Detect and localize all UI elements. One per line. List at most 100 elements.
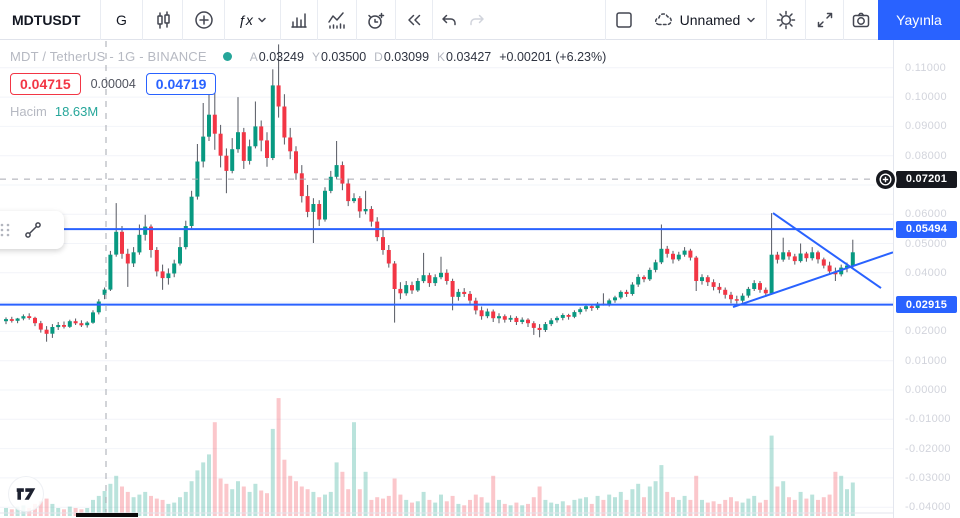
zigzag-chart-icon <box>328 12 345 29</box>
bar-chart-icon <box>291 13 307 28</box>
volume-bar <box>363 471 368 516</box>
candle-body <box>294 151 298 174</box>
volume-bar <box>450 495 455 516</box>
candle-body <box>775 254 780 260</box>
candle-body <box>740 295 745 301</box>
candle-body <box>415 281 420 291</box>
candle-body <box>172 263 177 274</box>
volume-bar <box>131 497 136 516</box>
publish-button[interactable]: Yayınla <box>878 0 960 40</box>
indicators-button[interactable]: ƒx <box>225 0 280 40</box>
axis-price-label: 0.00000 <box>905 384 947 396</box>
candle-body <box>404 285 409 294</box>
ask-price[interactable]: 0.04719 <box>145 73 217 95</box>
undo-button[interactable] <box>434 0 464 40</box>
volume-value: 18.63M <box>54 104 99 119</box>
candles-icon <box>156 11 170 29</box>
volume-bar <box>543 499 548 516</box>
volume-label: Hacim <box>10 104 47 119</box>
separator <box>317 0 318 40</box>
compare-button[interactable] <box>183 0 224 40</box>
volume-bar <box>369 499 374 516</box>
volume-bar <box>560 501 565 516</box>
candle-body <box>671 253 675 260</box>
replay-button[interactable] <box>396 0 432 40</box>
patterns-button[interactable] <box>318 0 356 40</box>
alert-button[interactable] <box>357 0 395 40</box>
snapshot-button[interactable] <box>844 0 878 40</box>
plus-icon <box>879 173 892 186</box>
candle-body <box>746 288 751 296</box>
candle-body <box>398 288 403 294</box>
candle-body <box>642 276 646 280</box>
volume-bar <box>4 508 8 516</box>
top-toolbar: MDTUSDT G ƒx <box>0 0 960 40</box>
volume-bar <box>317 497 322 516</box>
trendline-tool-button[interactable] <box>14 214 52 246</box>
candle-body <box>618 291 623 298</box>
chevron-down-icon <box>747 17 756 23</box>
drag-handle[interactable] <box>0 222 14 238</box>
volume-bar <box>589 503 594 516</box>
volume-bar <box>845 489 849 516</box>
price-axis[interactable]: 0.11000 0.10000 0.09000 0.08000 0.06000 0.050… <box>893 40 960 518</box>
chart-type-button[interactable] <box>143 0 182 40</box>
volume-bar <box>520 505 525 516</box>
candle-body <box>288 137 293 152</box>
interval-button[interactable]: G <box>101 0 142 40</box>
fullscreen-button[interactable] <box>806 0 843 40</box>
candle-body <box>543 324 548 330</box>
layout-button[interactable] <box>606 0 642 40</box>
volume-bar <box>195 470 200 516</box>
volume-bar <box>549 502 554 516</box>
candle-body <box>433 277 438 284</box>
volume-bar <box>531 497 536 516</box>
volume-bar <box>386 495 391 516</box>
candle-body <box>102 289 107 295</box>
candle-body <box>340 165 345 184</box>
settings-button[interactable] <box>767 0 805 40</box>
candle-body <box>578 309 583 313</box>
volume-bar <box>270 428 275 516</box>
candle-body <box>769 254 774 294</box>
symbol-title[interactable]: MDT / TetherUS - 1G - BINANCE <box>10 48 207 64</box>
add-alert-plus-button[interactable] <box>876 170 895 189</box>
candle-body <box>67 321 72 327</box>
symbol-button[interactable]: MDTUSDT <box>0 0 100 40</box>
volume-bar <box>50 503 55 516</box>
volume-bar <box>375 497 380 516</box>
candle-body <box>804 253 809 259</box>
volume-bar <box>804 498 809 516</box>
candle-body <box>421 275 426 282</box>
candle-body <box>792 256 797 262</box>
candle-body <box>485 311 490 317</box>
axis-price-label: 0.02000 <box>905 325 947 338</box>
bid-price[interactable]: 0.04715 <box>10 73 81 95</box>
axis-price-label: 0.04000 <box>905 266 947 279</box>
volume-bar <box>537 486 542 516</box>
volume-bar <box>787 497 791 516</box>
candle-body <box>363 209 368 212</box>
volume-bar <box>491 475 496 516</box>
candle-body <box>328 176 333 191</box>
tradingview-logo[interactable] <box>8 476 44 512</box>
redo-button[interactable] <box>462 0 492 40</box>
candle-body <box>850 252 855 266</box>
chevron-down-icon <box>258 17 266 23</box>
volume-bar <box>189 481 194 516</box>
layout-name-menu[interactable]: Unnamed <box>643 0 765 40</box>
volume-bar <box>734 501 739 516</box>
candle-body <box>694 257 699 281</box>
volume-bar <box>328 491 333 516</box>
candle-body <box>560 315 565 318</box>
candle-body <box>166 273 171 279</box>
candle-body <box>468 293 472 301</box>
volume-bar <box>311 491 316 516</box>
volume-bar <box>769 435 774 516</box>
indicator-templates-button[interactable] <box>281 0 317 40</box>
candle-body <box>595 303 600 308</box>
volume-bar <box>38 501 43 516</box>
axis-price-label: -0.03000 <box>905 471 951 484</box>
separator <box>432 0 433 40</box>
